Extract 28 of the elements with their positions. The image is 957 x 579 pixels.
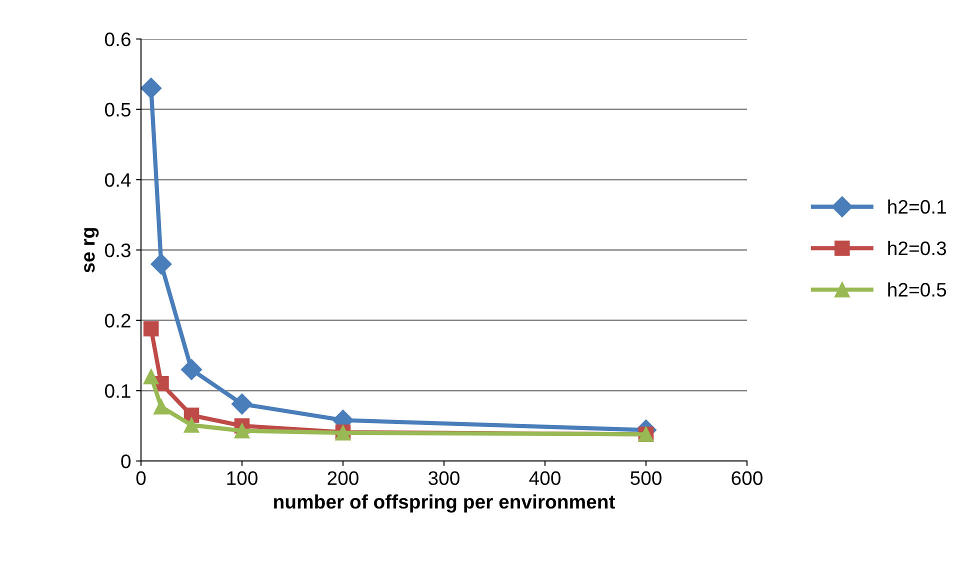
x-tick-label: 100 bbox=[227, 471, 258, 486]
x-axis-title: number of offspring per environment bbox=[274, 494, 615, 513]
legend-label: h2=0.5 bbox=[888, 282, 946, 297]
point bbox=[143, 368, 159, 384]
y-tick-label: 0 bbox=[121, 454, 131, 468]
y-tick-label: 0.1 bbox=[105, 384, 130, 398]
x-tick-label: 400 bbox=[529, 471, 560, 486]
x-tick-label: 200 bbox=[328, 471, 358, 486]
point bbox=[150, 254, 172, 275]
y-axis-title: se rg bbox=[84, 228, 99, 273]
point bbox=[141, 78, 162, 99]
point bbox=[143, 321, 159, 336]
y-tick-label: 0.3 bbox=[105, 243, 130, 258]
legend-label: h2=0.3 bbox=[888, 240, 946, 256]
y-tick-label: 0.6 bbox=[105, 32, 130, 46]
y-tick-label: 0.5 bbox=[105, 102, 130, 117]
y-tick-label: 0.2 bbox=[105, 314, 130, 328]
x-tick-label: 500 bbox=[630, 471, 662, 486]
x-tick-label: 0 bbox=[136, 471, 146, 486]
legend-label: h2=0.1 bbox=[888, 199, 946, 214]
y-tick-label: 0.4 bbox=[105, 173, 131, 187]
x-tick-label: 600 bbox=[732, 471, 762, 486]
point bbox=[231, 394, 253, 415]
point bbox=[234, 423, 250, 438]
point bbox=[180, 359, 202, 380]
point bbox=[154, 399, 169, 414]
point bbox=[184, 417, 200, 433]
x-tick-label: 300 bbox=[428, 471, 460, 486]
